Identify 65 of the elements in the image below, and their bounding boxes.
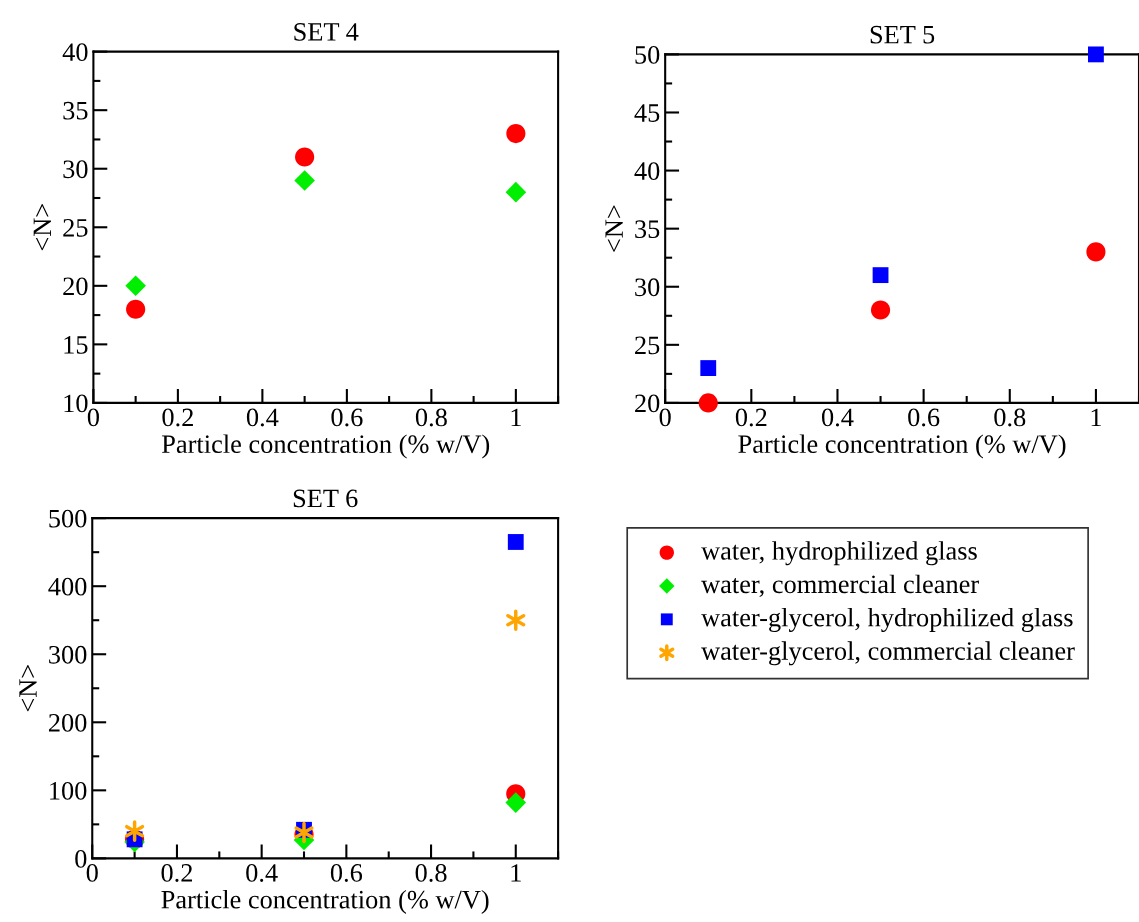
chart-title: SET 5 [870, 25, 935, 44]
x-tick-label: 0.6 [330, 864, 363, 882]
point [1086, 242, 1106, 262]
y-tick-label: 35 [635, 220, 660, 239]
x-tick-label: 0.4 [246, 408, 279, 427]
y-tick-label: 10 [64, 394, 88, 413]
point [295, 147, 315, 167]
point [505, 181, 527, 203]
point [872, 267, 889, 284]
x-tick-label: 0.6 [908, 408, 940, 427]
y-axis-title: <N> [33, 204, 51, 251]
y-tick-label: 40 [62, 43, 88, 62]
point [126, 299, 146, 319]
y-tick-label: 15 [64, 336, 88, 354]
point [700, 360, 717, 376]
x-axis-title: Particle concentration (% w/V) [738, 434, 1066, 459]
x-tick-label: 0.2 [161, 864, 192, 882]
x-tick-label: 0.2 [735, 408, 767, 427]
chart-title: SET 4 [294, 23, 359, 41]
point [294, 170, 315, 191]
x-tick-label: 0.8 [994, 408, 1026, 427]
legend-label: water-glycerol, hydrophilized glass [701, 607, 1073, 632]
point [870, 300, 891, 320]
y-tick-label: 50 [635, 46, 660, 64]
x-tick-label: 1 [511, 408, 521, 427]
x-tick-label: 0.4 [246, 864, 278, 882]
legend-label: water, commercial cleaner [701, 574, 979, 597]
point [505, 792, 527, 813]
y-tick-label: 35 [63, 101, 88, 120]
x-tick-label: 1 [1091, 408, 1101, 427]
y-tick-label: 25 [63, 218, 88, 237]
y-tick-label: 300 [49, 645, 87, 664]
point [1088, 46, 1104, 63]
y-tick-label: 20 [635, 394, 660, 413]
y-tick-label: 45 [634, 104, 660, 122]
point [506, 124, 526, 144]
y-axis-title: <N> [19, 665, 37, 712]
y-axis-title: <N> [605, 205, 623, 252]
point [125, 820, 145, 842]
y-tick-label: 30 [635, 278, 660, 297]
legend-label: water, hydrophilized glass [701, 541, 977, 566]
y-tick-label: 400 [48, 577, 87, 596]
point [698, 393, 718, 413]
y-tick-label: 20 [63, 277, 88, 296]
x-tick-label: 0.8 [415, 864, 447, 882]
point [507, 534, 524, 550]
x-tick-label: 0.4 [821, 408, 854, 427]
y-tick-label: 0 [75, 849, 87, 868]
point [506, 609, 526, 632]
y-tick-label: 30 [63, 160, 88, 179]
chart-title: SET 6 [293, 489, 358, 508]
y-tick-label: 40 [634, 162, 660, 180]
x-tick-label: 0.8 [415, 408, 447, 427]
point [294, 821, 314, 844]
y-tick-label: 25 [635, 336, 660, 355]
x-tick-label: 0.6 [331, 408, 363, 427]
y-tick-label: 100 [50, 781, 87, 800]
y-tick-label: 200 [48, 713, 87, 732]
x-tick-label: 1 [511, 864, 521, 882]
x-tick-label: 0.2 [162, 408, 193, 427]
y-tick-label: 500 [49, 509, 87, 528]
point [125, 275, 146, 297]
x-axis-title: Particle concentration (% w/V) [162, 434, 490, 459]
legend-label: water-glycerol, commercial cleaner [701, 641, 1075, 666]
x-axis-title: Particle concentration (% w/V) [161, 889, 489, 914]
